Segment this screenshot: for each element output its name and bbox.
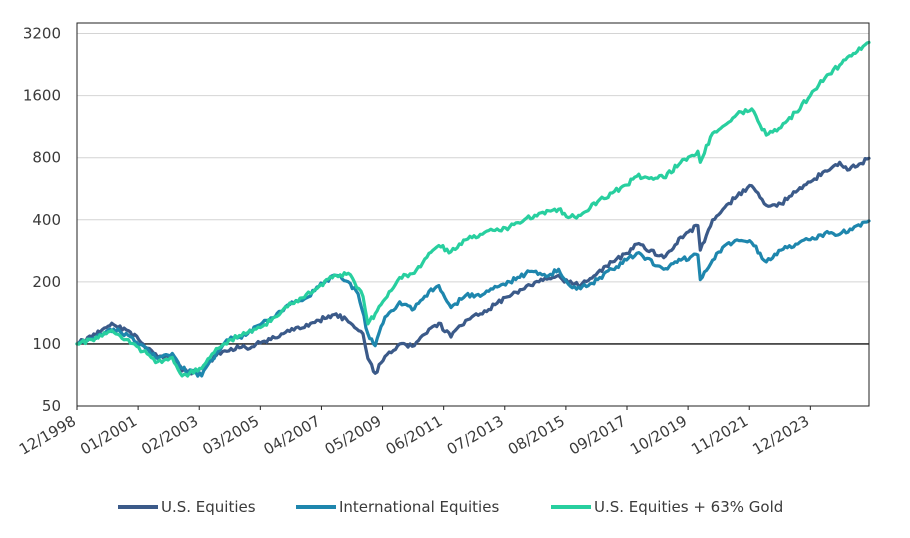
series-line-3: [75, 40, 871, 378]
y-tick-label: 50: [42, 397, 61, 415]
legend-label: U.S. Equities + 63% Gold: [594, 498, 783, 516]
legend-label: U.S. Equities: [161, 498, 256, 516]
series-lines: [75, 40, 871, 378]
x-tick-label: 12/2023: [749, 412, 812, 459]
x-axis-ticks: 12/199801/200102/200303/200504/200705/20…: [16, 406, 812, 459]
x-tick-label: 02/2003: [138, 412, 201, 459]
x-tick-label: 07/2013: [444, 412, 507, 459]
series-line-1: [75, 156, 871, 376]
x-tick-label: 03/2005: [199, 412, 262, 459]
x-tick-label: 12/1998: [16, 412, 79, 459]
legend: U.S. Equities International Equities U.S. …: [118, 498, 783, 516]
y-tick-label: 1600: [23, 87, 61, 105]
x-tick-label: 04/2007: [260, 412, 323, 459]
x-tick-label: 01/2001: [77, 412, 140, 459]
y-tick-label: 100: [32, 335, 61, 353]
y-tick-label: 400: [32, 211, 61, 229]
x-tick-label: 11/2021: [688, 412, 751, 459]
y-tick-label: 800: [32, 149, 61, 167]
y-tick-label: 3200: [23, 25, 61, 43]
x-tick-label: 05/2009: [322, 412, 385, 459]
legend-label: International Equities: [339, 498, 499, 516]
plot-frame: [76, 22, 870, 407]
y-axis-ticks: 50 100 200 400 800 1600 3200: [23, 25, 61, 415]
grid-lines: [77, 33, 869, 407]
series-line-2: [75, 219, 871, 378]
x-tick-label: 09/2017: [566, 412, 629, 459]
x-tick-label: 10/2019: [627, 412, 690, 459]
y-tick-label: 200: [32, 273, 61, 291]
x-tick-label: 08/2015: [505, 412, 568, 459]
x-tick-label: 06/2011: [383, 412, 446, 459]
